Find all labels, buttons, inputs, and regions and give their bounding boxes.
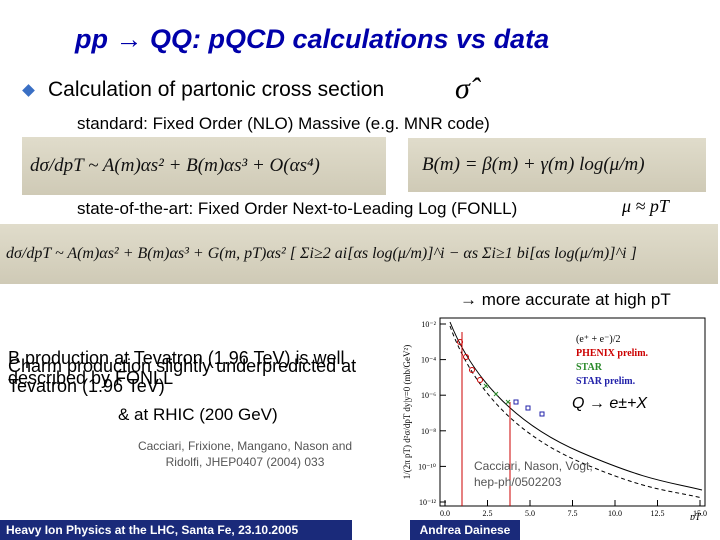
x-tick-label: 12.5 (651, 509, 665, 518)
sub-bullet-1: standard: Fixed Order (NLO) Massive (e.g… (77, 114, 490, 133)
curve (449, 321, 703, 491)
legend-entry: (e⁺ + e⁻)/2 (576, 334, 621, 345)
x-tick-label: 10.0 (608, 509, 622, 518)
x-tick-label: 5.0 (525, 509, 535, 518)
bullet: Calculation of partonic cross section (48, 78, 385, 101)
y-tick-label: 10⁻⁴ (421, 356, 436, 365)
curve (449, 325, 703, 499)
bullet-icon (22, 84, 35, 97)
rhic: & at RHIC (200 GeV) (118, 405, 278, 424)
annotation: Q → e±+X (572, 395, 648, 412)
x-tick-label: 0.0 (440, 509, 450, 518)
plot: 1/(2π pT) d²σ/dpT dy|y=0 (mb/GeV²) 10⁻² 1… (402, 317, 707, 520)
equation-1b: B(m) = β(m) + γ(m) log(μ/m) (408, 138, 706, 192)
footer-right: Andrea Dainese (410, 520, 520, 540)
mu-approx: μ ≈ pT (622, 196, 669, 216)
x-tick-label: 7.5 (568, 509, 578, 518)
b-text: B production at Tevatron (1.96 TeV) is w… (8, 348, 345, 388)
x-label: pT (689, 512, 702, 520)
title: pp → QQ: pQCD calculations vs data (75, 24, 550, 54)
y-tick-label: 10⁻¹⁰ (418, 462, 436, 471)
citation-2: Cacciari, Nason, Vogt, hep-ph/0502203 (474, 459, 593, 489)
footer-left: Heavy Ion Physics at the LHC, Santa Fe, … (0, 520, 352, 540)
legend-entry: STAR (576, 362, 603, 373)
y-tick-label: 10⁻⁸ (421, 427, 436, 436)
legend-entry: STAR prelim. (576, 376, 636, 387)
legend (555, 330, 700, 404)
sub-bullet-2: state-of-the-art: Fixed Order Next-to-Le… (77, 199, 518, 218)
citation-1: Cacciari, Frixione, Mangano, Nason and R… (137, 439, 353, 469)
sigma-hat: σ̂ (455, 72, 470, 105)
y-label: 1/(2π pT) d²σ/dpT dy|y=0 (mb/GeV²) (402, 345, 412, 480)
equation-2: dσ/dpT ~ A(m)αs² + B(m)αs³ + G(m, pT)αs²… (0, 224, 718, 284)
note: → more accurate at high pT (460, 290, 671, 309)
y-tick-label: 10⁻¹² (419, 498, 437, 507)
x-tick-label: 15.0 (693, 509, 707, 518)
equation-1: dσ/dpT ~ A(m)αs² + B(m)αs³ + O(αs⁴) (22, 137, 386, 195)
y-tick-label: 10⁻⁶ (421, 391, 436, 400)
y-tick-label: 10⁻² (421, 320, 436, 329)
x-tick-label: 2.5 (483, 509, 493, 518)
charm-text: Charm production slightly underpredicted… (8, 356, 357, 396)
legend-entry: PHENIX prelim. (576, 348, 649, 359)
